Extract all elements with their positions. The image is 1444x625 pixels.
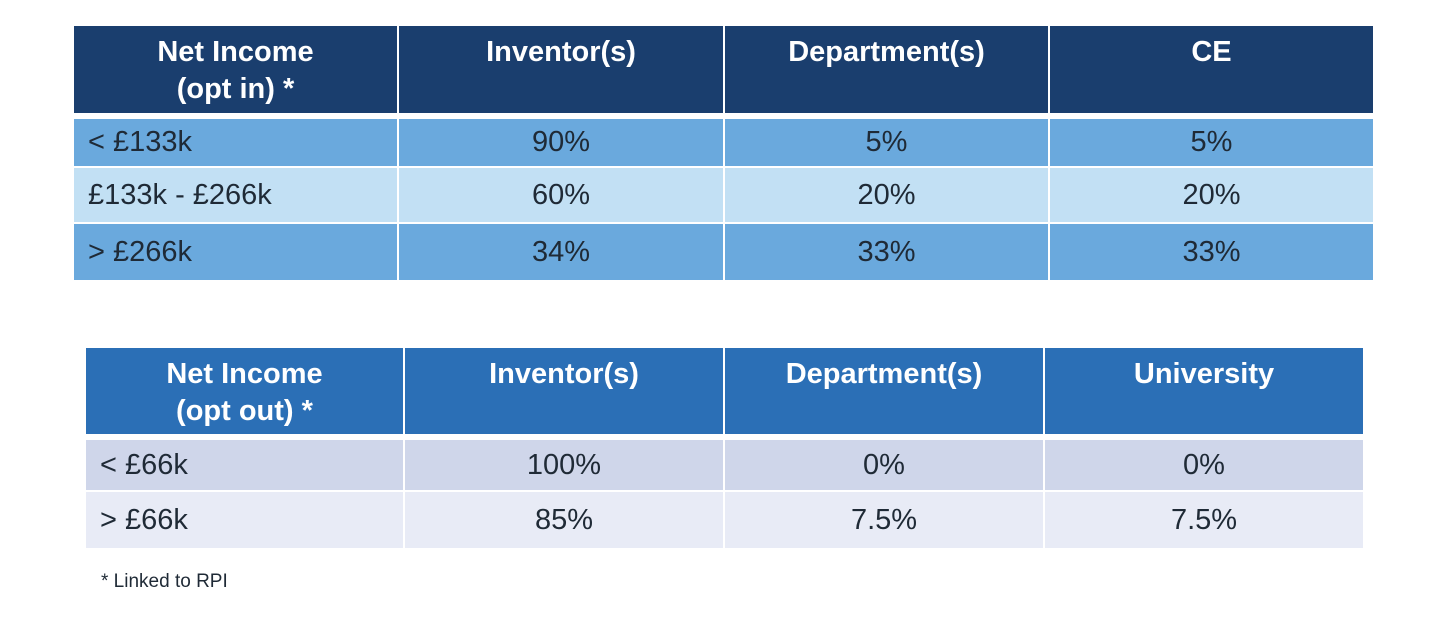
table-row: > £66k 85% 7.5% 7.5% xyxy=(86,491,1363,548)
table-cell: 7.5% xyxy=(724,491,1045,548)
table-cell: 0% xyxy=(724,437,1045,491)
table-cell: 20% xyxy=(724,167,1050,223)
table-cell: 90% xyxy=(398,116,725,167)
column-header-inventors: Inventor(s) xyxy=(404,348,725,437)
table-cell: 33% xyxy=(724,223,1050,280)
table-cell: > £66k xyxy=(86,491,405,548)
column-header-net-income: Net Income (opt in) * xyxy=(74,26,399,116)
table-cell: 7.5% xyxy=(1044,491,1363,548)
table-cell: < £66k xyxy=(86,437,405,491)
column-header-ce: CE xyxy=(1049,26,1373,116)
column-header-university: University xyxy=(1044,348,1363,437)
table-row: £133k - £266k 60% 20% 20% xyxy=(74,167,1373,223)
table-row: < £133k 90% 5% 5% xyxy=(74,116,1373,167)
column-header-net-income: Net Income (opt out) * xyxy=(86,348,405,437)
table-cell: 33% xyxy=(1049,223,1373,280)
table-row: < £66k 100% 0% 0% xyxy=(86,437,1363,491)
table-cell: 100% xyxy=(404,437,725,491)
table-cell: £133k - £266k xyxy=(74,167,399,223)
table-cell: 60% xyxy=(398,167,725,223)
column-header-departments: Department(s) xyxy=(724,348,1045,437)
table-cell: 85% xyxy=(404,491,725,548)
opt-out-revenue-share-table: Net Income (opt out) * Inventor(s) Depar… xyxy=(86,348,1363,548)
footnote: * Linked to RPI xyxy=(101,571,228,592)
table-cell: 5% xyxy=(724,116,1050,167)
table-cell: 34% xyxy=(398,223,725,280)
table-cell: < £133k xyxy=(74,116,399,167)
table-cell: 5% xyxy=(1049,116,1373,167)
column-header-inventors: Inventor(s) xyxy=(398,26,725,116)
table-cell: 20% xyxy=(1049,167,1373,223)
opt-in-revenue-share-table: Net Income (opt in) * Inventor(s) Depart… xyxy=(74,26,1373,280)
table-header-row: Net Income (opt in) * Inventor(s) Depart… xyxy=(74,26,1373,116)
column-header-departments: Department(s) xyxy=(724,26,1050,116)
table-cell: 0% xyxy=(1044,437,1363,491)
table-row: > £266k 34% 33% 33% xyxy=(74,223,1373,280)
table-header-row: Net Income (opt out) * Inventor(s) Depar… xyxy=(86,348,1363,437)
table-cell: > £266k xyxy=(74,223,399,280)
